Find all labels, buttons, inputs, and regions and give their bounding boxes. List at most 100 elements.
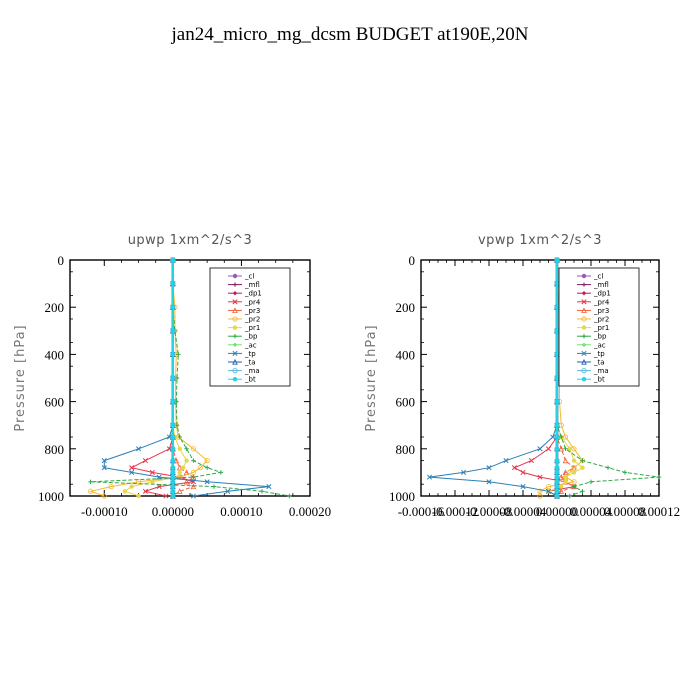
series-line-tp [429,260,558,497]
data-point [511,465,518,471]
data-point [562,457,569,464]
data-point [177,446,182,451]
data-point [174,423,180,428]
legend-entry: _ac [228,341,257,349]
legend-marker [581,282,587,287]
legend-marker [232,282,238,287]
legend-marker [232,334,238,339]
x-tick-label: 0.00012 [638,504,680,519]
data-point [101,493,107,499]
series-markers-bt [554,257,560,499]
data-point [184,458,189,463]
data-point [537,493,543,499]
legend-marker [581,367,587,374]
legend-label: _pr3 [244,307,260,315]
data-point [537,446,543,452]
data-point [588,479,594,485]
data-point [184,446,189,451]
data-point [211,484,217,489]
legend-entry: _tp [228,350,256,358]
legend-box [558,267,640,387]
data-point [170,493,176,499]
legend-entry: _pr2 [577,316,609,324]
data-point [563,474,568,480]
data-point [554,465,560,470]
data-point [567,446,572,451]
data-point [87,488,94,494]
x-tick-label: -0.00016 [398,504,445,519]
data-point [558,445,565,452]
legend-label: _mfl [244,281,260,289]
data-point [559,434,564,440]
data-point [558,474,565,480]
data-point [259,489,265,494]
data-point [170,484,176,489]
data-point [174,375,180,381]
data-point [170,465,176,470]
legend-marker [581,325,587,330]
data-point [580,458,585,463]
legend-marker [581,316,587,322]
data-point [108,483,114,490]
y-tick-label: 600 [45,395,65,410]
legend-label: _pr2 [593,316,609,324]
legend-marker [232,377,238,382]
legend-entry: _cl [577,273,603,281]
data-point [426,474,433,480]
data-point [122,489,128,494]
data-point [170,281,176,286]
data-point [559,484,564,489]
legend-label: _tp [244,350,256,358]
legend-marker [581,358,587,365]
data-point [605,465,611,470]
legend-marker [232,291,238,296]
data-point [129,465,135,471]
y-tick-label: 600 [396,395,416,410]
series-line-bp [90,260,290,497]
panel-vpwp: vpwp 1xm^2/s^3 Pressure [hPa] 0 200 400 600 80… [364,233,680,519]
legend-entry: _pr1 [577,324,609,332]
data-point [170,474,176,480]
data-point [656,474,662,480]
legend-label: _ma [593,367,609,375]
data-point [554,352,560,357]
panel-title: upwp 1xm^2/s^3 [128,233,253,248]
panel-upwp: upwp 1xm^2/s^3 Pressure [hPa] 0 200 400 600 80… [13,233,331,519]
y-tick-label: 1000 [38,489,64,504]
data-point [142,458,148,464]
legend-entry: _ac [577,341,606,349]
legend-label: _bp [244,333,258,341]
data-point [580,489,585,494]
data-point [170,446,176,451]
data-point [190,446,197,452]
y-tick-label: 200 [45,300,65,315]
y-tick-label: 400 [396,347,416,362]
legend-marker [581,377,587,382]
legend-label: _bt [593,376,605,384]
data-point [571,470,577,475]
y-tick-label: 0 [58,253,65,268]
data-point [176,352,181,357]
data-point [170,423,176,428]
data-point [177,470,182,475]
legend-label: _ac [244,341,257,349]
data-point [528,458,535,464]
data-point [580,465,585,470]
legend-entry: _bp [228,333,258,341]
data-point [486,479,492,485]
legend-marker [581,334,587,339]
data-point [197,465,203,471]
legend-marker [232,367,238,374]
data-point [156,474,162,480]
data-point [149,469,155,475]
legend-label: _ta [593,359,605,367]
legend-entry: _pr3 [228,307,260,315]
legend-entry: _pr2 [228,316,260,324]
data-point [571,458,577,463]
data-point [554,470,560,475]
data-point [545,483,552,490]
y-tick-label: 0 [409,253,416,268]
data-point [287,493,292,499]
legend-label: _ma [244,367,260,375]
